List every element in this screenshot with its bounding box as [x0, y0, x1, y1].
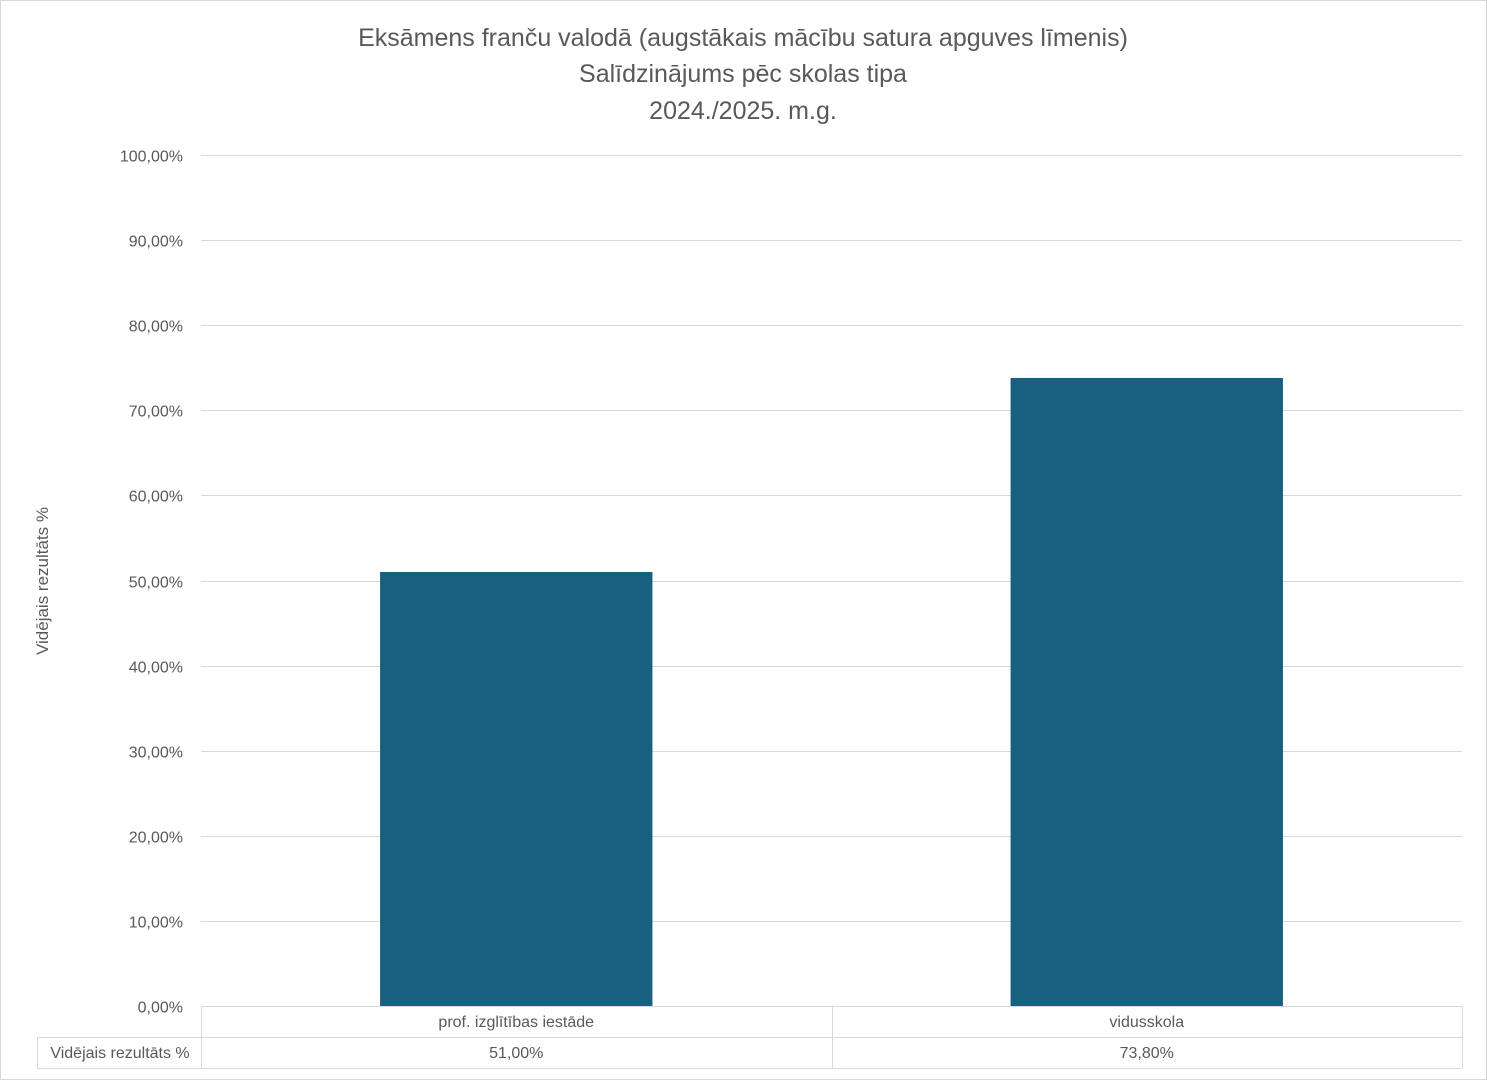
y-tick-label: 60,00%: [129, 489, 183, 506]
y-axis-title: Vidējais rezultāts %: [33, 507, 52, 655]
bar: [1010, 377, 1283, 1006]
bars: [380, 377, 1283, 1006]
chart-period: 2024./2025. m.g.: [649, 97, 837, 125]
y-tick-label: 10,00%: [129, 915, 183, 932]
data-label: 51,00%: [489, 1045, 543, 1062]
category-label: vidusskola: [1109, 1014, 1184, 1031]
bar: [380, 571, 653, 1006]
series-name-label: Vidējais rezultāts %: [50, 1045, 189, 1062]
y-axis-tick-labels: 0,00% 10,00% 20,00% 30,00% 40,00% 50,00% 60,00…: [120, 149, 183, 1017]
y-tick-label: 0,00%: [138, 1000, 183, 1017]
y-tick-label: 20,00%: [129, 830, 183, 847]
category-label: prof. izglītības iestāde: [438, 1014, 594, 1031]
y-tick-label: 90,00%: [129, 234, 183, 251]
chart-title-line-1: Eksāmens franču valodā (augstākais mācīb…: [358, 24, 1128, 52]
data-table: prof. izglītības iestāde 51,00% vidusskola…: [37, 1006, 1463, 1069]
y-tick-label: 80,00%: [129, 319, 183, 336]
chart-title: Eksāmens franču valodā (augstākais mācīb…: [358, 24, 1128, 125]
y-tick-label: 70,00%: [129, 404, 183, 421]
y-tick-label: 40,00%: [129, 660, 183, 677]
y-tick-label: 30,00%: [129, 745, 183, 762]
data-label: 73,80%: [1120, 1045, 1174, 1062]
chart-subtitle: Salīdzinājums pēc skolas tipa: [579, 60, 907, 88]
y-tick-label: 100,00%: [120, 149, 183, 166]
y-tick-label: 50,00%: [129, 575, 183, 592]
